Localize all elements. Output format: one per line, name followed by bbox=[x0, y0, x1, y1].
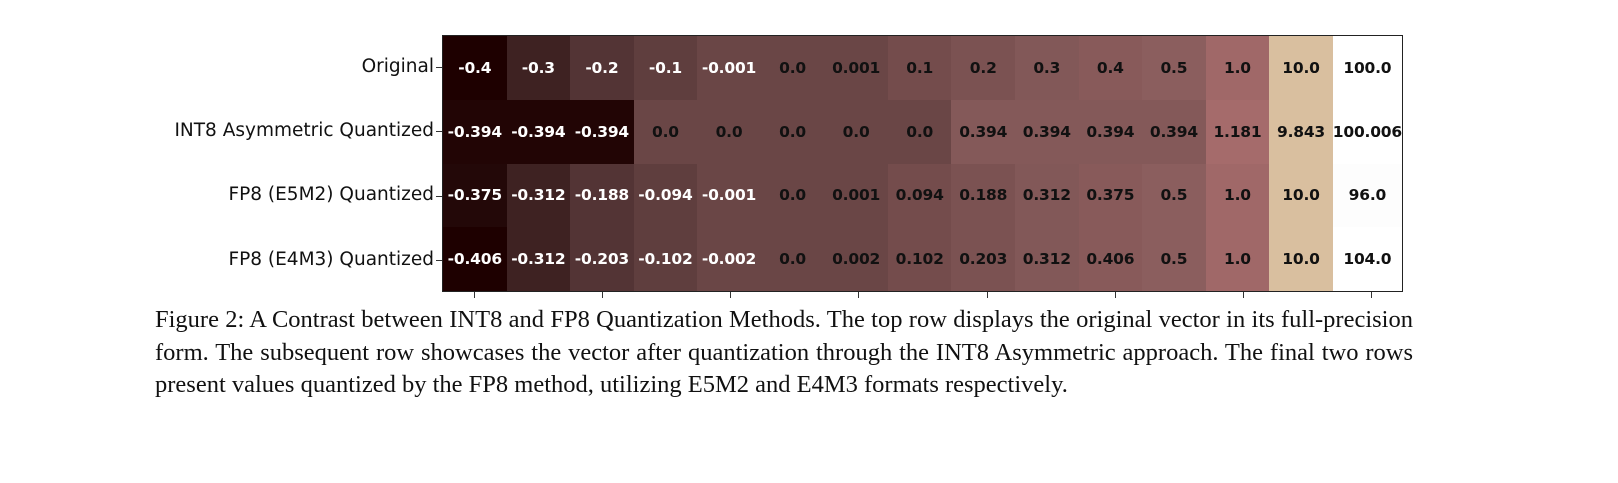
heatmap-cell: 0.394 bbox=[951, 99, 1015, 164]
heatmap-cell: -0.002 bbox=[697, 227, 761, 291]
heatmap-cell: -0.001 bbox=[697, 163, 761, 228]
heatmap-grid: -0.4 -0.3 -0.2 -0.1 -0.001 0.0 0.001 0.1 0.2 0.3 0… bbox=[442, 35, 1403, 292]
heatmap-cell: 0.1 bbox=[887, 36, 952, 100]
heatmap-cell: 0.001 bbox=[824, 163, 888, 228]
heatmap-cell: -0.203 bbox=[570, 227, 634, 291]
heatmap-cell: 0.094 bbox=[887, 163, 952, 228]
heatmap-cell: 0.203 bbox=[951, 227, 1015, 291]
heatmap-cell: 1.0 bbox=[1205, 227, 1270, 291]
x-tick bbox=[1371, 292, 1372, 298]
heatmap-cell: 0.394 bbox=[1015, 99, 1079, 164]
x-tick bbox=[987, 292, 988, 298]
x-tick bbox=[858, 292, 859, 298]
heatmap-cell: -0.312 bbox=[506, 163, 571, 228]
heatmap-cell: 1.0 bbox=[1205, 163, 1270, 228]
heatmap-cell: -0.375 bbox=[443, 163, 507, 228]
heatmap-cell: 0.002 bbox=[824, 227, 888, 291]
heatmap-cell: 100.006 bbox=[1332, 99, 1402, 164]
heatmap-cell: 0.312 bbox=[1015, 227, 1079, 291]
x-tick bbox=[1115, 292, 1116, 298]
heatmap-cell: 0.2 bbox=[951, 36, 1015, 100]
heatmap-cell: 0.375 bbox=[1078, 163, 1143, 228]
x-tick bbox=[602, 292, 603, 298]
heatmap-cell: -0.2 bbox=[570, 36, 634, 100]
heatmap-cell: 0.0 bbox=[887, 99, 952, 164]
heatmap-cell: -0.312 bbox=[506, 227, 571, 291]
figure-caption: Figure 2: A Contrast between INT8 and FP… bbox=[155, 306, 1413, 398]
heatmap-cell: 0.4 bbox=[1078, 36, 1143, 100]
heatmap-cell: 96.0 bbox=[1332, 163, 1402, 228]
heatmap-cell: -0.188 bbox=[570, 163, 634, 228]
x-tick bbox=[730, 292, 731, 298]
heatmap-cell: -0.1 bbox=[633, 36, 698, 100]
row-label-original: Original bbox=[361, 56, 434, 77]
heatmap-cell: 0.102 bbox=[887, 227, 952, 291]
heatmap-cell: -0.102 bbox=[633, 227, 698, 291]
row-label-fp8-e5m2: FP8 (E5M2) Quantized bbox=[228, 184, 434, 205]
heatmap-cell: 0.0 bbox=[760, 99, 825, 164]
y-tick bbox=[436, 67, 442, 68]
heatmap-cell: 10.0 bbox=[1269, 163, 1333, 228]
heatmap-cell: -0.394 bbox=[506, 99, 571, 164]
heatmap-cell: 0.5 bbox=[1142, 163, 1206, 228]
heatmap-cell: 0.5 bbox=[1142, 36, 1206, 100]
heatmap-cell: 0.0 bbox=[760, 36, 825, 100]
heatmap-cell: 0.394 bbox=[1142, 99, 1206, 164]
heatmap-cell: 104.0 bbox=[1332, 227, 1402, 291]
heatmap-cell: -0.394 bbox=[443, 99, 507, 164]
heatmap-cell: 0.5 bbox=[1142, 227, 1206, 291]
heatmap-cell: 0.406 bbox=[1078, 227, 1143, 291]
heatmap-cell: 1.0 bbox=[1205, 36, 1270, 100]
heatmap-cell: 100.0 bbox=[1332, 36, 1402, 100]
y-axis-labels: Original INT8 Asymmetric Quantized FP8 (… bbox=[0, 35, 434, 292]
heatmap-cell: -0.4 bbox=[443, 36, 507, 100]
heatmap-cell: 0.0 bbox=[760, 163, 825, 228]
heatmap-cell: 0.188 bbox=[951, 163, 1015, 228]
heatmap-cell: 1.181 bbox=[1205, 99, 1270, 164]
y-tick bbox=[436, 196, 442, 197]
heatmap-cell: 10.0 bbox=[1269, 227, 1333, 291]
row-label-int8: INT8 Asymmetric Quantized bbox=[174, 120, 434, 141]
y-tick bbox=[436, 260, 442, 261]
heatmap-cell: -0.001 bbox=[697, 36, 761, 100]
heatmap-cell: 10.0 bbox=[1269, 36, 1333, 100]
x-tick bbox=[474, 292, 475, 298]
heatmap-cell: -0.3 bbox=[506, 36, 571, 100]
heatmap-cell: -0.094 bbox=[633, 163, 698, 228]
heatmap-cell: 9.843 bbox=[1269, 99, 1333, 164]
heatmap-cell: 0.3 bbox=[1015, 36, 1079, 100]
heatmap-cell: 0.001 bbox=[824, 36, 888, 100]
heatmap-cell: 0.394 bbox=[1078, 99, 1143, 164]
heatmap-cell: 0.0 bbox=[697, 99, 761, 164]
heatmap-cell: 0.312 bbox=[1015, 163, 1079, 228]
y-tick bbox=[436, 131, 442, 132]
heatmap-cell: -0.394 bbox=[570, 99, 634, 164]
heatmap-cell: -0.406 bbox=[443, 227, 507, 291]
x-tick bbox=[1243, 292, 1244, 298]
heatmap-cell: 0.0 bbox=[633, 99, 698, 164]
row-label-fp8-e4m3: FP8 (E4M3) Quantized bbox=[228, 249, 434, 270]
heatmap-cell: 0.0 bbox=[824, 99, 888, 164]
heatmap-cell: 0.0 bbox=[760, 227, 825, 291]
